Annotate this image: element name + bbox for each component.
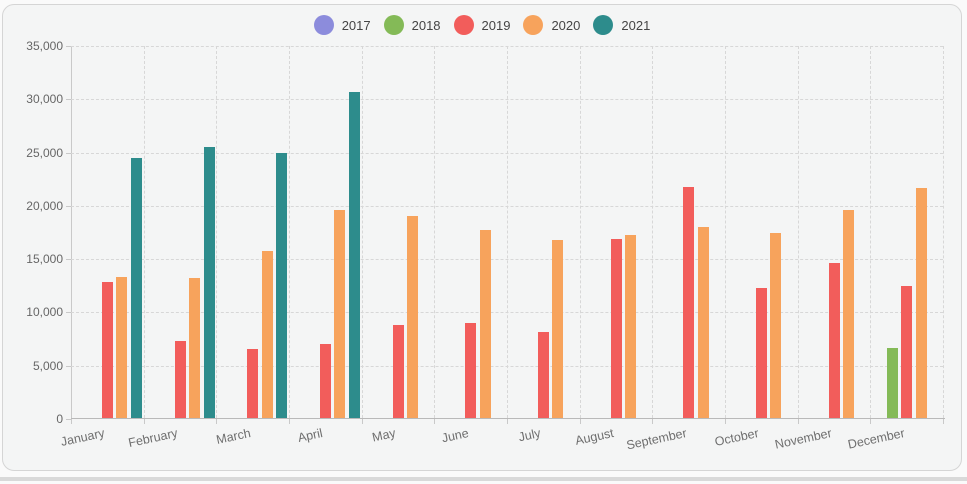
y-axis-tick-label: 20,000 [26,198,63,213]
bar-2019-December [901,285,913,418]
x-axis-tick [71,419,72,424]
gridline-vertical [289,46,290,418]
bar-2020-December [915,187,927,418]
legend-label: 2021 [621,17,651,33]
bar-2021-February [203,147,215,418]
bar-2020-May [407,215,419,418]
legend-item-2018[interactable]: 2018 [383,15,441,35]
bar-2019-May [392,325,404,418]
y-axis-tick-label: 30,000 [26,92,63,107]
gridline-vertical [870,46,872,418]
x-axis-tick [579,419,581,424]
bar-2020-November [843,210,855,418]
x-axis-tick [361,419,363,424]
y-axis-tick [66,99,71,101]
bar-2019-January [101,281,113,418]
legend-swatch-icon [453,15,474,35]
page-divider [0,477,967,481]
legend-label: 2019 [481,17,511,33]
legend-item-2020[interactable]: 2020 [523,15,580,35]
bar-2020-August [625,234,637,418]
bar-2020-March [261,250,273,418]
x-axis-tick [870,419,872,424]
y-axis-tick [66,152,71,154]
bar-2020-September [697,227,709,418]
y-axis-tick [66,46,71,47]
legend-label: 2017 [341,17,371,33]
x-axis-line [71,418,945,419]
legend-swatch-icon [593,15,614,35]
x-axis-tick [797,419,799,424]
bar-2019-March [247,348,259,418]
gridline-vertical [579,46,581,418]
y-axis-tick-label: 15,000 [26,252,63,267]
y-axis-tick-label: 0 [56,412,63,426]
bar-2020-January [116,277,128,418]
x-axis-tick [507,419,508,424]
bar-2020-October [770,232,782,418]
y-axis-tick [66,365,71,367]
bar-2019-September [683,186,695,418]
x-axis-tick [289,419,290,424]
bar-2020-July [552,240,564,418]
x-axis-tick [652,419,654,424]
x-axis-tick [143,419,145,424]
chart-legend: 2017 2018 2019 2020 2021 [3,12,961,38]
y-axis-tick [66,205,71,207]
legend-swatch-icon [383,15,404,35]
bar-2019-February [174,341,186,418]
y-axis-tick-label: 25,000 [26,145,63,160]
legend-label: 2018 [411,17,441,33]
legend-item-2017[interactable]: 2017 [313,15,371,35]
bar-2020-June [479,230,491,418]
bar-2018-December [886,347,898,418]
gridline-vertical [143,46,145,418]
gridline-vertical [507,46,508,418]
bar-2019-June [465,323,477,418]
y-axis-tick-label: 10,000 [26,305,63,320]
y-axis-tick-label: 5,000 [32,358,63,373]
y-axis-tick-label: 35,000 [26,39,63,53]
bar-2021-March [276,152,288,418]
x-axis-tick [725,419,726,424]
y-axis-tick [66,419,71,420]
bar-2019-July [537,331,549,418]
x-axis-tick [434,419,436,424]
bar-2019-October [755,287,767,418]
bar-2021-January [130,157,142,418]
bar-2020-February [189,278,201,418]
bar-2019-April [319,344,331,418]
legend-label: 2020 [551,17,581,33]
gridline-vertical [361,46,363,418]
y-axis-tick [66,312,71,314]
gridline-vertical [434,46,436,418]
y-axis-tick [66,259,71,261]
gridline-vertical [725,46,726,418]
legend-swatch-icon [523,15,544,35]
y-axis-line [71,46,72,419]
bar-2020-April [334,210,346,418]
x-axis-tick [943,419,944,424]
bar-2021-April [348,91,360,418]
plot-area [66,46,945,424]
x-axis-tick [216,419,218,424]
legend-swatch-icon [313,15,334,35]
gridline-vertical [216,46,218,418]
legend-item-2021[interactable]: 2021 [593,15,650,35]
chart-card: 2017 2018 2019 2020 2021 0 5,000 10,000 15,000 2… [2,4,962,471]
gridline-vertical [943,46,944,418]
gridline-vertical [652,46,654,418]
legend-item-2019[interactable]: 2019 [453,15,511,35]
bar-2019-November [828,263,840,418]
gridline-vertical [797,46,799,418]
bar-2019-August [610,238,622,418]
